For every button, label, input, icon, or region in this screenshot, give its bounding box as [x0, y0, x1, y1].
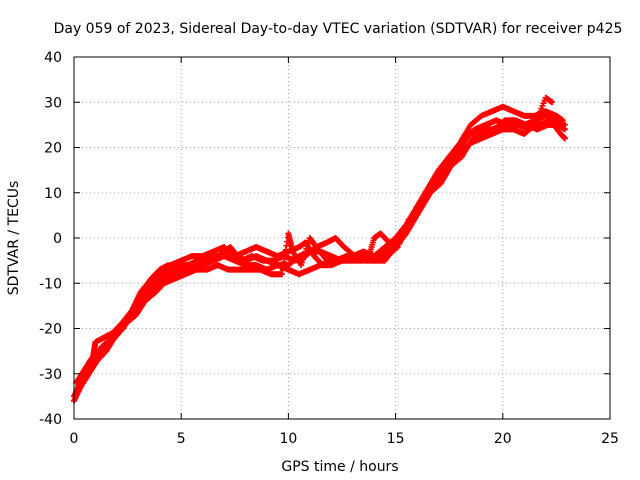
y-tick-label: 40	[44, 50, 62, 66]
x-tick-label: 10	[279, 431, 297, 447]
series-track-4	[71, 117, 568, 404]
data-point	[549, 99, 556, 106]
grid	[74, 57, 610, 419]
y-tick-label: 10	[44, 186, 62, 202]
y-tick-label: -40	[39, 412, 62, 428]
data-marks	[71, 94, 568, 404]
y-tick-label: -20	[39, 322, 62, 338]
y-tick-label: 0	[53, 231, 62, 247]
y-tick-label: -30	[39, 367, 62, 383]
series-track-5	[73, 117, 568, 386]
data-point	[561, 126, 568, 133]
series-track-1	[71, 112, 568, 400]
x-axis-label: GPS time / hours	[281, 459, 398, 475]
chart-title: Day 059 of 2023, Sidereal Day-to-day VTE…	[54, 21, 623, 37]
axis-ticks: 0 5 10 15 20 25 -40 -30 -20 -10 0 10 20 30 40	[39, 50, 619, 447]
x-tick-label: 25	[601, 431, 619, 447]
data-point	[393, 244, 400, 251]
x-tick-label: 15	[387, 431, 405, 447]
x-tick-label: 5	[177, 431, 186, 447]
x-tick-label: 0	[70, 431, 79, 447]
x-tick-label: 20	[494, 431, 512, 447]
data-point	[561, 135, 568, 142]
data-point	[559, 117, 566, 124]
y-tick-label: 30	[44, 95, 62, 111]
y-axis-label: SDTVAR / TECUs	[6, 181, 22, 296]
y-tick-label: 20	[44, 141, 62, 157]
y-tick-label: -10	[39, 276, 62, 292]
